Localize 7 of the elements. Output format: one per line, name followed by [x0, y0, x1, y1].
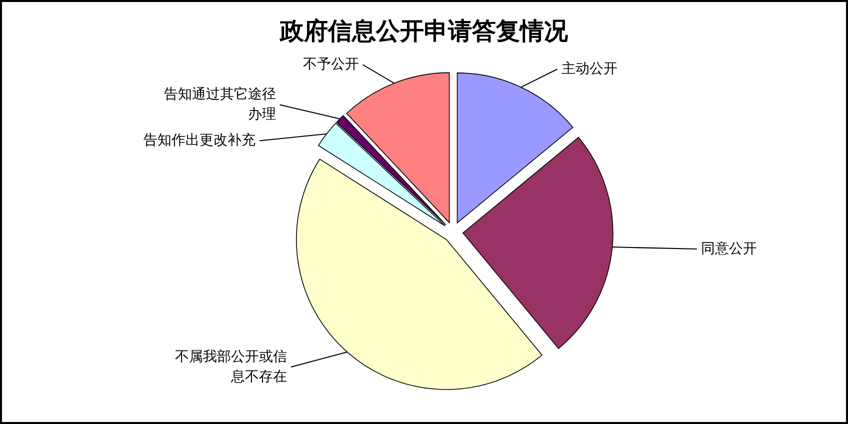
chart-title: 政府信息公开申请答复情况 — [279, 16, 569, 45]
slice-label: 告知作出更改补充 — [143, 132, 256, 149]
slice-label: 告知通过其它途径办理 — [164, 86, 276, 123]
slice-label: 主动公开 — [561, 61, 618, 78]
slice-label: 同意公开 — [700, 240, 757, 257]
slice-label: 不予公开 — [302, 56, 359, 73]
slice-label: 不属我部公开或信息不存在 — [174, 349, 287, 386]
